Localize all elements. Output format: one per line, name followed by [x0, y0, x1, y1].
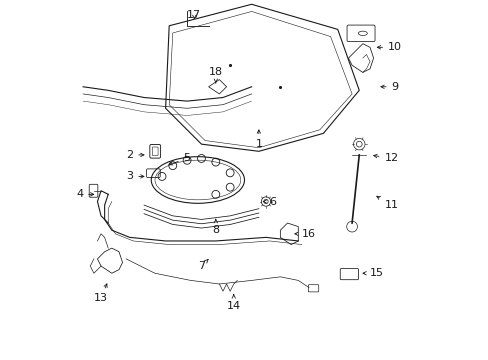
- FancyBboxPatch shape: [340, 269, 358, 280]
- Text: 9: 9: [380, 82, 398, 92]
- Text: 6: 6: [263, 197, 276, 207]
- Text: 13: 13: [94, 284, 108, 303]
- FancyBboxPatch shape: [146, 169, 160, 177]
- Text: 11: 11: [376, 196, 398, 210]
- Text: 16: 16: [294, 229, 315, 239]
- Text: 10: 10: [377, 42, 401, 52]
- Text: 3: 3: [126, 171, 143, 181]
- Text: 7: 7: [198, 260, 208, 271]
- Text: 12: 12: [373, 153, 398, 163]
- Text: 14: 14: [226, 295, 240, 311]
- Text: 17: 17: [187, 10, 201, 20]
- FancyBboxPatch shape: [346, 25, 374, 41]
- FancyBboxPatch shape: [149, 144, 160, 158]
- FancyBboxPatch shape: [89, 184, 98, 197]
- Text: 5: 5: [169, 153, 190, 165]
- FancyBboxPatch shape: [308, 285, 318, 292]
- Text: 1: 1: [255, 130, 262, 149]
- Text: 4: 4: [76, 189, 94, 199]
- Text: 15: 15: [362, 268, 384, 278]
- Text: 18: 18: [208, 67, 223, 83]
- FancyBboxPatch shape: [152, 147, 158, 156]
- Text: 2: 2: [126, 150, 143, 160]
- Text: 8: 8: [212, 219, 219, 235]
